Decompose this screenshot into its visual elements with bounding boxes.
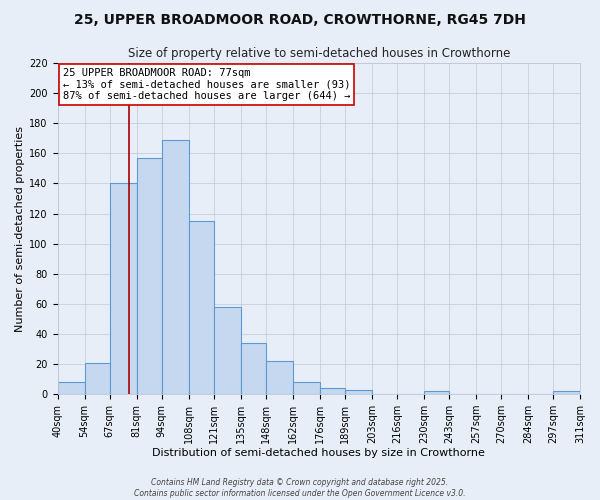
X-axis label: Distribution of semi-detached houses by size in Crowthorne: Distribution of semi-detached houses by … — [152, 448, 485, 458]
Title: Size of property relative to semi-detached houses in Crowthorne: Size of property relative to semi-detach… — [128, 48, 510, 60]
Bar — [137, 158, 161, 394]
Bar — [85, 362, 110, 394]
Bar — [553, 391, 580, 394]
Bar — [58, 382, 85, 394]
Bar — [110, 184, 137, 394]
Bar — [320, 388, 345, 394]
Text: 25, UPPER BROADMOOR ROAD, CROWTHORNE, RG45 7DH: 25, UPPER BROADMOOR ROAD, CROWTHORNE, RG… — [74, 12, 526, 26]
Bar — [293, 382, 320, 394]
Y-axis label: Number of semi-detached properties: Number of semi-detached properties — [15, 126, 25, 332]
Text: 25 UPPER BROADMOOR ROAD: 77sqm
← 13% of semi-detached houses are smaller (93)
87: 25 UPPER BROADMOOR ROAD: 77sqm ← 13% of … — [63, 68, 350, 101]
Bar — [266, 361, 293, 394]
Bar — [241, 343, 266, 394]
Bar — [188, 221, 214, 394]
Bar — [345, 390, 372, 394]
Text: Contains HM Land Registry data © Crown copyright and database right 2025.
Contai: Contains HM Land Registry data © Crown c… — [134, 478, 466, 498]
Bar — [214, 307, 241, 394]
Bar — [161, 140, 188, 394]
Bar — [424, 391, 449, 394]
